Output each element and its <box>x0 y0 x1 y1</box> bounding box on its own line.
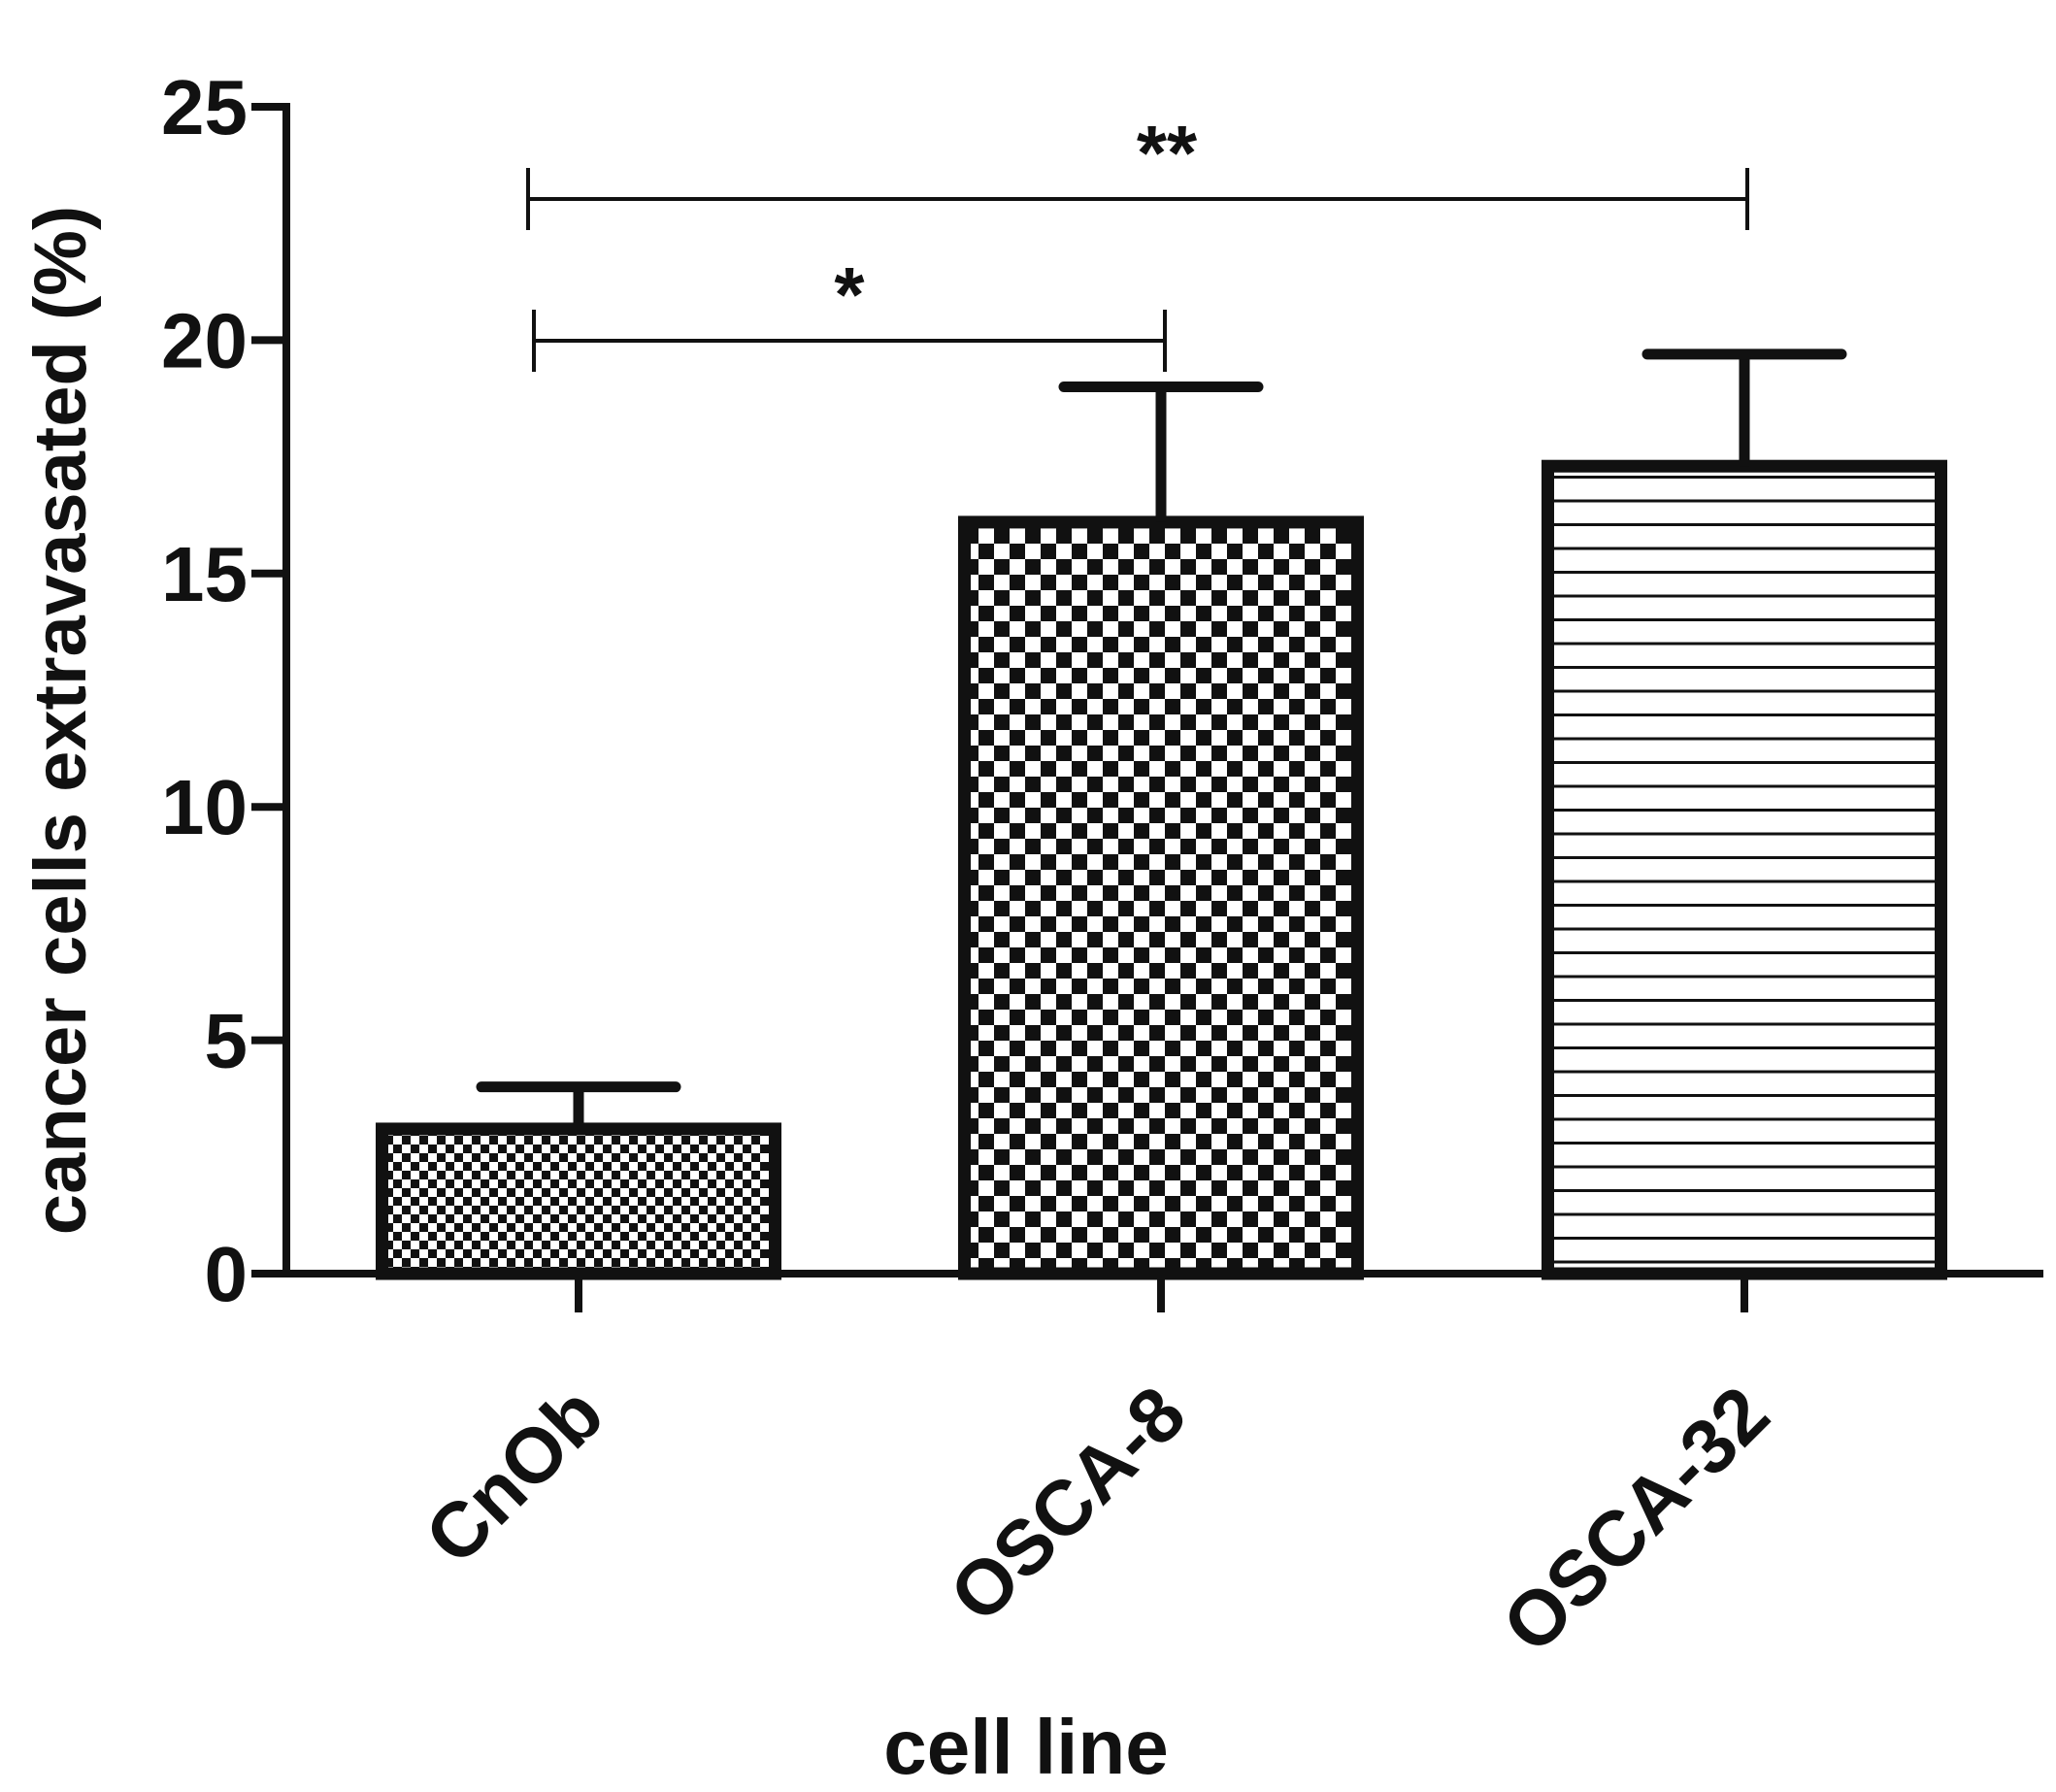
y-tick-label-15: 15 <box>161 531 248 617</box>
x-tick-label-osca-32: OSCA-32 <box>1486 1370 1785 1669</box>
bar-osca-8 <box>958 515 1364 1280</box>
y-tick-label-5: 5 <box>205 998 249 1084</box>
significance-label: * <box>834 251 865 338</box>
significance-layer: *** <box>526 110 1749 372</box>
bar-osca-32 <box>1542 459 1947 1280</box>
bar-cnob <box>376 1122 781 1280</box>
significance-bracket-1: * <box>532 251 1167 372</box>
y-axis-label: cancer cells extravasated (%) <box>19 206 102 1235</box>
x-tick-label-cnob: CnOb <box>409 1370 619 1580</box>
bars-layer <box>376 459 1947 1280</box>
significance-bracket-2: ** <box>526 110 1749 230</box>
significance-label: ** <box>1137 110 1198 196</box>
error-bars-layer <box>476 348 1847 1129</box>
x-axis-label: cell line <box>883 1704 1168 1787</box>
y-tick-label-20: 20 <box>161 297 248 383</box>
x-tick-label-osca-8: OSCA-8 <box>933 1370 1202 1639</box>
y-tick-label-10: 10 <box>161 764 248 850</box>
y-tick-label-25: 25 <box>161 64 248 150</box>
y-tick-label-0: 0 <box>205 1231 249 1317</box>
